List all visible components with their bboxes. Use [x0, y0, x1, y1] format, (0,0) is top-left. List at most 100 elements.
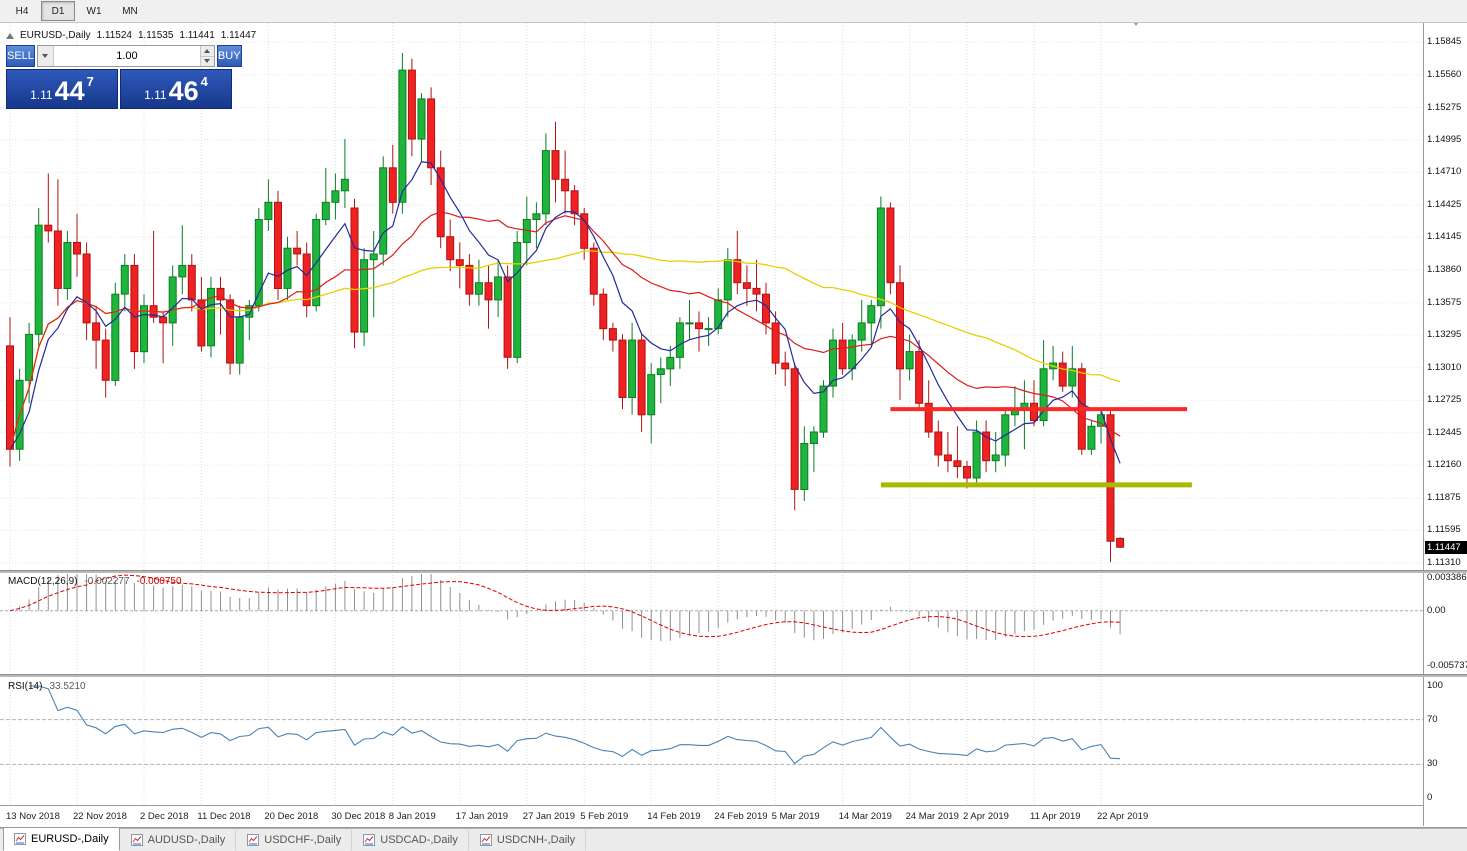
volume-spin-up-icon[interactable] [200, 46, 214, 56]
chart-tab-icon [363, 834, 376, 846]
price-chart-canvas[interactable] [0, 23, 1423, 570]
chart-tab-icon [479, 834, 492, 846]
timeframe-button-w1[interactable]: W1 [86, 5, 102, 17]
chart-tab-bar: EURUSD-,Daily AUDUSD-,Daily USDCHF-,Daily U… [0, 827, 1467, 851]
chart-tab-audusddaily[interactable]: AUDUSD-,Daily [120, 829, 237, 851]
rsi-scale-label: 30 [1427, 758, 1438, 770]
time-axis-label: 2 Dec 2018 [140, 811, 189, 822]
sell-price-display[interactable]: 1.11 44 7 [6, 69, 118, 109]
price-scale-label: 1.11595 [1427, 524, 1461, 536]
chart-symbol-title: EURUSD-,Daily [20, 30, 91, 41]
current-price-tag: 1.11447 [1425, 540, 1467, 554]
time-axis-label: 5 Feb 2019 [580, 811, 629, 822]
chart-tab-icon [14, 833, 26, 845]
macd-chart-canvas[interactable] [0, 572, 1423, 674]
time-axis-label: 20 Dec 2018 [264, 811, 319, 822]
volume-spin-down-icon[interactable] [200, 55, 214, 66]
price-scale-label: 1.14425 [1427, 199, 1462, 211]
time-axis-label: 24 Feb 2019 [714, 811, 768, 822]
chart-tab-eurusddaily[interactable]: EURUSD-,Daily [3, 827, 120, 851]
volume-input[interactable] [53, 46, 200, 66]
sell-price-sup: 7 [86, 74, 94, 89]
volume-box [36, 45, 215, 67]
macd-scale-label: -0.005737 [1427, 660, 1467, 671]
rsi-scale-label: 0 [1427, 792, 1433, 803]
timeframe-button-mn[interactable]: MN [122, 5, 138, 17]
rsi-indicator-label: RSI(14) 33.5210 [8, 681, 86, 692]
volume-spinner [199, 46, 214, 66]
ohlc-low: 1.11441 [179, 30, 215, 41]
price-scale-label: 1.11310 [1427, 557, 1461, 568]
chart-window: EURUSD-,Daily 1.11524 1.11535 1.11441 1.… [0, 23, 1467, 828]
tab-label: EURUSD-,Daily [31, 833, 109, 845]
chart-tab-icon [247, 834, 260, 846]
macd-scale-label: 0.003386 [1427, 572, 1467, 583]
volume-dropdown-icon[interactable] [37, 46, 54, 66]
macd-scale-label: 0.00 [1427, 604, 1446, 616]
tab-label: USDCAD-,Daily [380, 834, 458, 846]
time-axis-label: 14 Mar 2019 [838, 811, 892, 822]
price-scale-label: 1.13295 [1427, 329, 1462, 340]
buy-price-big: 46 [168, 76, 199, 106]
time-axis[interactable]: 13 Nov 2018 22 Nov 2018 2 Dec 2018 11 Dec 2… [0, 805, 1423, 826]
chart-tab-usdcnhdaily[interactable]: USDCNH-,Daily [469, 829, 587, 851]
price-scale-label: 1.15275 [1427, 101, 1462, 113]
price-scale-label: 1.13010 [1427, 361, 1462, 373]
price-scale-label: 1.12160 [1427, 459, 1462, 471]
chart-tab-usdcaddaily[interactable]: USDCAD-,Daily [352, 829, 469, 851]
time-axis-label: 24 Mar 2019 [905, 811, 959, 822]
timeframe-button-d1[interactable]: D1 [41, 1, 75, 21]
tab-label: USDCHF-,Daily [264, 834, 342, 846]
time-axis-label: 22 Apr 2019 [1097, 811, 1149, 822]
macd-signal-value: -0.000750 [136, 576, 182, 587]
chart-tab-icon [130, 834, 143, 846]
price-scale-label: 1.12725 [1427, 394, 1462, 406]
tab-label: USDCNH-,Daily [496, 834, 576, 846]
buy-price-display[interactable]: 1.11 46 4 [120, 69, 232, 109]
sell-price-big: 44 [54, 76, 85, 106]
macd-pane [0, 572, 1423, 674]
buy-price-sup: 4 [200, 74, 208, 89]
price-scale-label: 1.12445 [1427, 426, 1462, 438]
price-scale-label: 1.14710 [1427, 166, 1462, 178]
ohlc-close: 1.11447 [220, 30, 257, 41]
price-pane [0, 23, 1423, 570]
sell-button[interactable]: SELL [6, 45, 35, 67]
pane-divider-macd[interactable] [0, 570, 1467, 573]
rsi-scale-label: 100 [1427, 680, 1443, 691]
macd-value: -0.002277 [84, 576, 130, 587]
sell-price-prefix: 1.11 [30, 88, 53, 102]
price-scale-label: 1.14995 [1427, 133, 1462, 145]
price-scale[interactable]: 1.11447 1.15845 1.15560 1.15275 1.14995 1.14… [1423, 23, 1467, 826]
ohlc-open: 1.11524 [96, 30, 132, 41]
price-scale-label: 1.14145 [1427, 231, 1462, 243]
collapse-trade-panel-icon[interactable] [6, 32, 14, 39]
time-axis-label: 22 Nov 2018 [73, 811, 127, 822]
time-axis-label: 8 Jan 2019 [388, 811, 436, 822]
timeframe-button-h4[interactable]: H4 [15, 5, 29, 17]
rsi-chart-canvas[interactable] [0, 677, 1423, 805]
buy-button[interactable]: BUY [216, 45, 242, 67]
rsi-name: RSI(14) [8, 681, 43, 692]
time-axis-label: 11 Apr 2019 [1030, 811, 1081, 822]
chart-shift-marker-icon[interactable] [1132, 23, 1140, 44]
rsi-scale-label: 70 [1427, 713, 1438, 725]
ohlc-high: 1.11535 [137, 30, 174, 41]
price-scale-label: 1.15845 [1427, 36, 1462, 47]
plot-region: EURUSD-,Daily 1.11524 1.11535 1.11441 1.… [0, 23, 1423, 826]
price-scale-label: 1.13860 [1427, 264, 1462, 275]
macd-indicator-label: MACD(12,26,9) -0.002277 -0.000750 [8, 576, 182, 587]
time-axis-label: 11 Dec 2018 [197, 811, 251, 822]
timeframe-toolbar: H4 D1 W1 MN [0, 0, 1467, 23]
time-axis-label: 30 Dec 2018 [331, 811, 386, 822]
rsi-pane [0, 677, 1423, 805]
one-click-trading-panel: SELL BUY 1.11 44 7 [6, 45, 242, 109]
tab-label: AUDUSD-,Daily [147, 834, 226, 846]
time-axis-label: 14 Feb 2019 [647, 811, 701, 822]
pane-divider-rsi[interactable] [0, 674, 1467, 677]
chart-tab-usdchfdaily[interactable]: USDCHF-,Daily [236, 829, 353, 851]
macd-name: MACD(12,26,9) [8, 576, 78, 587]
time-axis-label: 13 Nov 2018 [6, 811, 60, 822]
chart-ohlc-header: EURUSD-,Daily 1.11524 1.11535 1.11441 1.… [6, 30, 256, 41]
